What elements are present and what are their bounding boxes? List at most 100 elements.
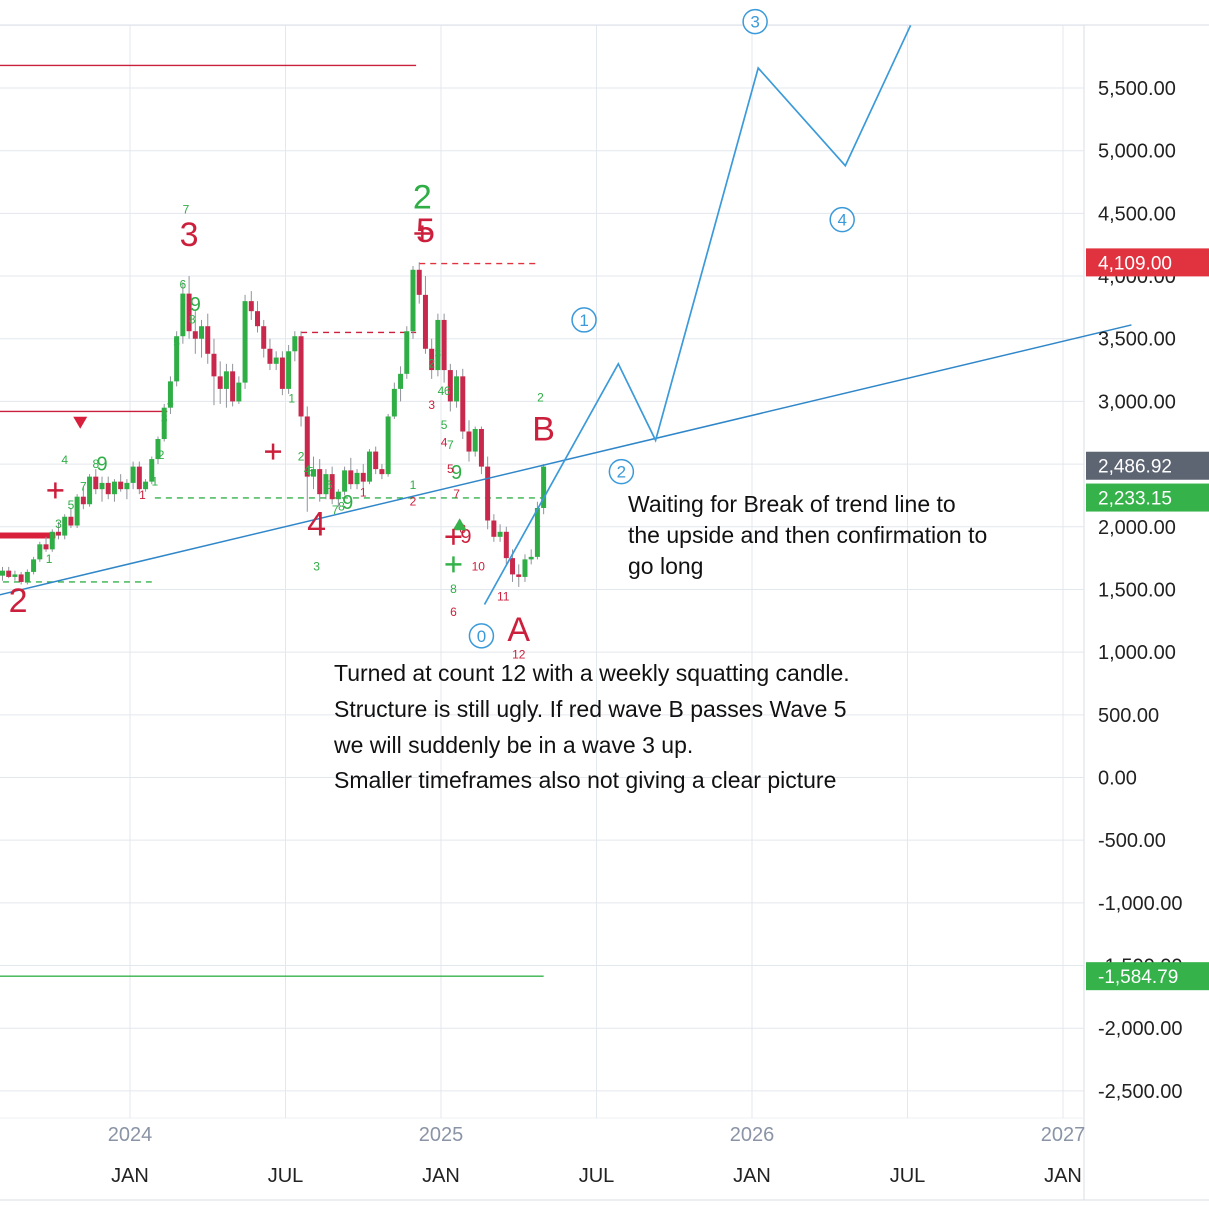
y-tick-label: 500.00	[1098, 705, 1159, 727]
price-badge-box	[1086, 451, 1209, 480]
td-count: 2	[410, 494, 417, 508]
td-count: 11	[497, 590, 510, 604]
td-count: 4	[441, 436, 448, 450]
candle-body	[136, 466, 142, 490]
candle-body	[199, 326, 205, 339]
note-turned-line-4: Smaller timeframes also not giving a cle…	[334, 767, 836, 793]
candle-body	[541, 466, 547, 508]
candle-body	[186, 293, 192, 332]
candle-body	[223, 371, 229, 389]
y-tick-label: 0.00	[1098, 768, 1137, 790]
td-count: 7	[183, 202, 190, 216]
candle-body	[161, 407, 167, 440]
candle-body	[385, 416, 391, 475]
candle-body	[37, 544, 43, 560]
candle-body	[373, 451, 379, 470]
projection-path	[483, 24, 912, 605]
candle-body	[180, 293, 186, 337]
note-waiting-line-2: the upside and then confirmation to	[628, 522, 987, 548]
y-tick-label: 3,000.00	[1098, 391, 1176, 413]
price-badge-label: -1,584.79	[1098, 967, 1178, 988]
wave-circle-label: 2	[617, 463, 626, 482]
wave-label: A	[507, 611, 530, 649]
sell-triangle-marker	[73, 416, 88, 429]
candle-body	[310, 469, 316, 477]
y-tick-label: -500.00	[1098, 830, 1166, 852]
x-month-label: JUL	[268, 1165, 304, 1187]
candle-body	[111, 481, 117, 495]
annotation-marks-layer: 0123434522AB7698543214897531912456789312…	[9, 8, 855, 661]
wave-circle-label: 1	[579, 311, 588, 330]
wave-circle-ring	[742, 8, 768, 35]
candle-body	[18, 574, 24, 582]
td-count: 7	[453, 487, 460, 501]
y-tick-label: 3,500.00	[1098, 329, 1176, 351]
price-badge-box	[1086, 962, 1209, 991]
candle-body	[105, 482, 111, 495]
candle-body	[304, 416, 310, 477]
candle-body	[230, 371, 236, 402]
candle-body	[43, 544, 49, 550]
td-count: 9	[96, 453, 107, 475]
wave-label: 2	[9, 582, 28, 620]
candle-body	[62, 516, 68, 536]
candle-body	[416, 269, 422, 295]
wave-circle-label: 4	[837, 211, 846, 230]
x-year-label: 2026	[730, 1124, 775, 1146]
price-badge: 4,109.00	[1086, 248, 1209, 277]
price-badge-box	[1086, 248, 1209, 277]
td-count: 9	[451, 462, 462, 484]
candle-body	[80, 496, 86, 505]
candle-body	[429, 348, 435, 371]
wave-label: 3	[180, 216, 199, 254]
td-count: 1	[139, 488, 146, 502]
x-month-label: JUL	[579, 1165, 615, 1187]
plus-marker	[445, 556, 462, 573]
td-count: 8	[189, 313, 196, 327]
td-count: 3	[55, 517, 62, 531]
candle-body	[454, 376, 460, 402]
y-tick-label: 1,000.00	[1098, 642, 1176, 664]
td-count: 3	[435, 347, 442, 361]
candle-body	[497, 531, 503, 537]
x-year-label: 2027	[1041, 1124, 1086, 1146]
td-count: 7	[332, 503, 339, 517]
td-count: 8	[450, 582, 457, 596]
candle-body	[279, 357, 285, 389]
candle-body	[534, 507, 540, 557]
td-count: 7	[80, 479, 87, 493]
wave-circle-ring	[829, 206, 855, 233]
td-count: 4	[438, 384, 445, 398]
candle-body	[329, 474, 335, 500]
td-count: 1	[534, 516, 541, 530]
td-count: 1	[410, 478, 417, 492]
candle-body	[398, 373, 404, 389]
candle-body	[267, 348, 273, 364]
x-month-label: JAN	[733, 1165, 771, 1187]
td-count: 9	[190, 294, 201, 316]
candle-body	[143, 481, 149, 490]
candle-body	[441, 319, 447, 371]
candle-body	[124, 482, 130, 490]
td-count: 5	[68, 498, 75, 512]
x-month-label: JUL	[890, 1165, 926, 1187]
candle-body	[366, 451, 372, 482]
candle-body	[217, 376, 223, 389]
price-badge-label: 4,109.00	[1098, 253, 1172, 274]
candle-body	[149, 459, 155, 482]
td-count: 6	[444, 384, 451, 398]
candle-body	[49, 531, 55, 550]
candle-body	[422, 294, 428, 349]
y-tick-label: 4,500.00	[1098, 203, 1176, 225]
candle-body	[155, 439, 161, 460]
candle-body	[478, 428, 484, 467]
candle-body	[335, 491, 341, 500]
candle-body	[528, 556, 534, 560]
note-waiting-line-1: Waiting for Break of trend line to	[628, 491, 956, 517]
candle-body	[0, 570, 5, 576]
td-count: 9	[460, 526, 471, 548]
candle-body	[261, 326, 267, 349]
candle-body	[516, 574, 522, 577]
